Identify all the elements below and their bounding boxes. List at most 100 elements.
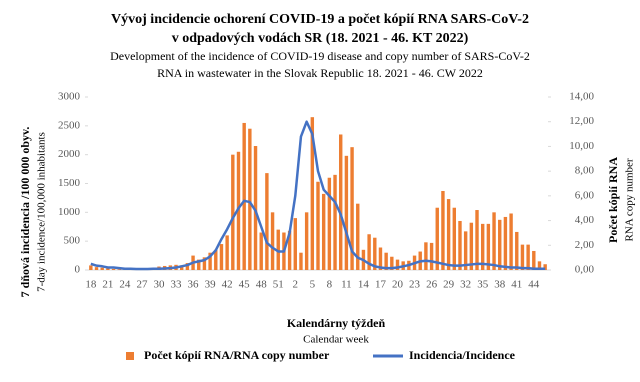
y-tick-label: 1500 (58, 177, 81, 189)
bar (458, 220, 462, 270)
y2-axis-title: RNA copy number (624, 158, 636, 241)
bar (316, 181, 320, 270)
bar (543, 264, 547, 270)
x-tick-label: 21 (102, 279, 113, 291)
x-tick-label: 8 (327, 279, 333, 291)
bar (469, 222, 474, 270)
x-tick-label: 38 (494, 279, 506, 291)
x-tick-label: 24 (119, 279, 131, 291)
y-axis-title: 7 dňová incidencia /100 000 obyv. (18, 127, 32, 298)
legend-label: Incidencia/Incidence (409, 348, 516, 362)
bar (287, 230, 292, 270)
bar (214, 249, 218, 270)
y2-tick-label: 14,00 (569, 91, 594, 103)
bar (356, 203, 360, 270)
x-tick-label: 29 (443, 279, 455, 291)
bar (492, 212, 496, 270)
bar (219, 244, 224, 270)
bar (299, 252, 303, 270)
y2-tick-label: 0,00 (575, 264, 595, 276)
x-tick-label: 17 (375, 279, 387, 291)
bar (441, 190, 445, 270)
y-tick-label: 1000 (58, 206, 81, 218)
bar (390, 256, 394, 270)
y2-tick-label: 2,00 (575, 239, 595, 251)
bar (248, 128, 252, 270)
bar (89, 265, 93, 270)
bar (463, 231, 468, 270)
line (90, 120, 546, 271)
x-tick-label: 32 (460, 279, 471, 291)
x-tick-label: 33 (171, 279, 183, 291)
x-tick-label: 45 (239, 279, 251, 291)
bar (373, 237, 377, 270)
bar (276, 229, 280, 270)
y2-tick-label: 6,00 (575, 189, 595, 201)
x-tick-label: 35 (477, 279, 489, 291)
bar (350, 147, 354, 270)
x-tick-label: 18 (85, 279, 97, 291)
x-tick-label: 11 (341, 279, 352, 291)
bar (265, 173, 269, 270)
bar (304, 212, 309, 270)
bar (310, 117, 315, 270)
bar (202, 257, 207, 270)
y-tick-label: 3000 (58, 91, 81, 103)
x-tick-label: 23 (409, 279, 421, 291)
x-tick-label: 39 (205, 279, 217, 291)
bar (526, 244, 530, 270)
bar (106, 268, 110, 270)
x-tick-label: 48 (256, 279, 268, 291)
bar (395, 259, 400, 270)
bar (185, 263, 190, 270)
y-tick-label: 0 (75, 264, 81, 276)
bar (480, 223, 485, 270)
bar (424, 242, 428, 270)
bar (537, 261, 542, 270)
bar (253, 146, 258, 270)
bar (180, 265, 184, 270)
bar (327, 177, 332, 270)
bar (509, 213, 513, 270)
chart-subtitle: RNA in wastewater in the Slovak Republic… (157, 66, 483, 80)
x-tick-label: 41 (511, 279, 522, 291)
y-axis-title: 7-day incidence/100,000 inhabitants (36, 132, 48, 292)
bar (452, 207, 456, 270)
bar (498, 219, 502, 270)
bar (270, 212, 275, 270)
x-tick-label: 36 (188, 279, 200, 291)
bar (520, 244, 525, 270)
bar (231, 154, 235, 270)
bar (236, 151, 241, 270)
x-tick-label: 26 (426, 279, 438, 291)
y2-tick-label: 12,00 (569, 115, 594, 127)
x-tick-label: 2 (293, 279, 299, 291)
bar (344, 155, 349, 270)
bar (378, 247, 383, 270)
x-tick-label: 14 (358, 279, 370, 291)
bar (111, 268, 116, 270)
bar (100, 267, 104, 270)
bar (333, 174, 337, 270)
y2-tick-label: 4,00 (575, 214, 595, 226)
bar (532, 250, 536, 270)
x-tick-label: 5 (310, 279, 316, 291)
x-axis-title: Calendar week (303, 334, 369, 346)
x-tick-label: 27 (136, 279, 148, 291)
chart-title: v odpadových vodách SR (18. 2021 - 46. K… (172, 31, 469, 46)
bar (242, 122, 246, 270)
x-tick-label: 20 (392, 279, 404, 291)
bar (117, 269, 121, 270)
y2-tick-label: 10,00 (569, 140, 594, 152)
y-tick-label: 2500 (58, 119, 81, 131)
legend-swatch (126, 352, 134, 360)
y-tick-label: 2000 (58, 148, 81, 160)
y2-axis-title: Počet kópií RNA (606, 157, 620, 243)
bar (429, 242, 434, 270)
chart-subtitle: Development of the incidence of COVID-19… (110, 49, 530, 63)
bar (321, 193, 326, 270)
bar (486, 223, 491, 270)
x-axis-title: Kalendárny týždeň (287, 316, 386, 330)
chart-title: Vývoj incidencie ochorení COVID-19 a poč… (111, 12, 529, 27)
